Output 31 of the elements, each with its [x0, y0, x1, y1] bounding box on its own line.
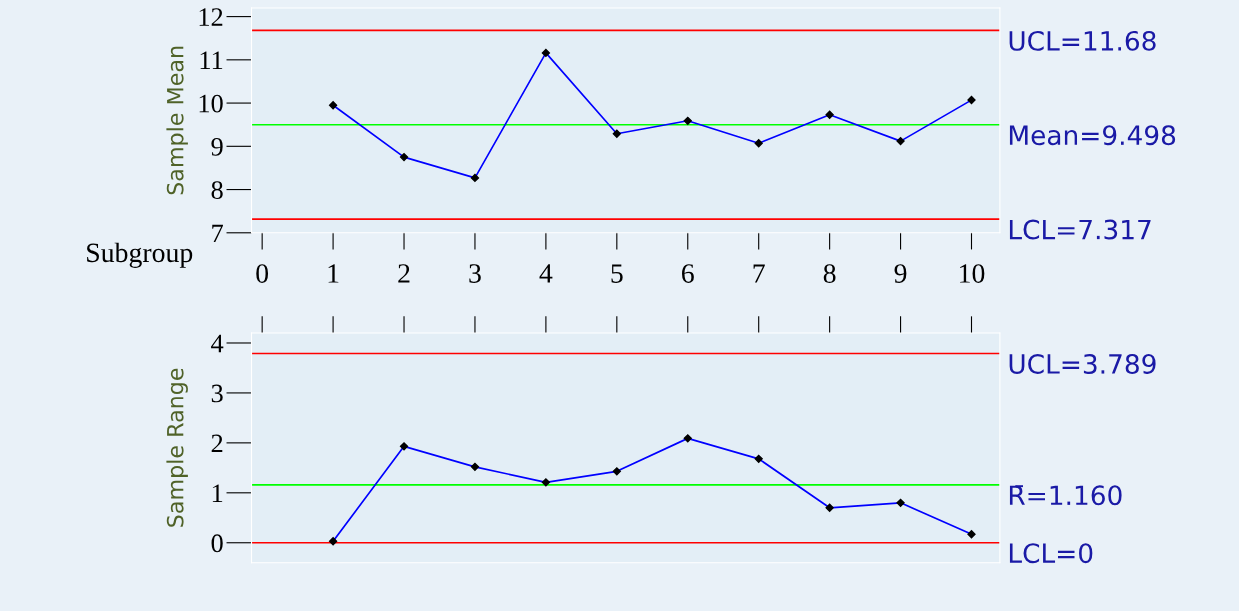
x-tick-label: 0 [256, 264, 269, 283]
y-axis-title: Sample Mean [166, 46, 188, 195]
x-tick-label: 4 [539, 264, 553, 283]
x-tick-label: 3 [469, 264, 481, 283]
x-tick-label: 6 [682, 264, 694, 283]
y-tick-label: 12 [199, 8, 223, 26]
ref-line-label: LCL=0 [1009, 543, 1093, 564]
y-tick-label: 4 [211, 334, 224, 353]
x-tick-label: 7 [753, 264, 765, 283]
y-tick-label: 7 [212, 224, 223, 242]
y-tick-label: 3 [211, 384, 223, 403]
x-tick-label: 9 [894, 264, 907, 283]
ref-line-label: R̄=1.160 [1009, 485, 1122, 506]
y-tick-label: 11 [200, 51, 223, 69]
x-axis-title: Subgroup [87, 242, 193, 268]
ref-line-label: UCL=11.68 [1009, 30, 1156, 51]
y-axis-title: Sample Range [166, 368, 188, 527]
y-tick-label: 2 [211, 434, 223, 453]
x-tick-label: 1 [328, 264, 339, 283]
y-tick-label: 10 [199, 94, 223, 113]
y-tick-label: 9 [211, 137, 223, 156]
y-tick-label: 0 [211, 534, 223, 553]
x-tick-label: 5 [611, 264, 623, 283]
ref-line-label: UCL=3.789 [1009, 353, 1156, 374]
y-tick-label: 1 [212, 484, 223, 502]
y-tick-label: 8 [211, 181, 223, 199]
x-tick-label: 10 [960, 264, 985, 283]
x-tick-label: 8 [823, 264, 836, 283]
ref-line-label: Mean=9.498 [1009, 125, 1176, 146]
x-tick-label: 2 [398, 264, 410, 283]
ref-line-label: LCL=7.317 [1009, 219, 1151, 240]
